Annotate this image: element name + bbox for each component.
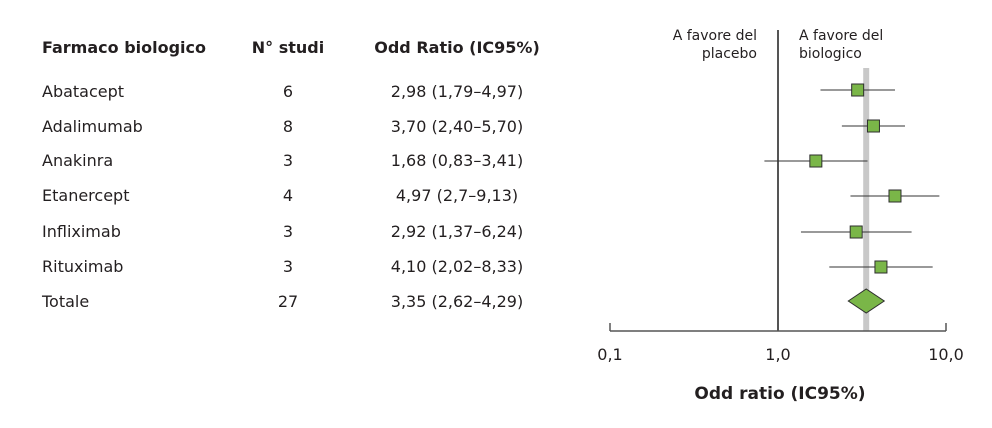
row-studies: 4 bbox=[282, 186, 294, 205]
row-drug: Totale bbox=[42, 292, 90, 311]
row-or: 1,68 (0,83–3,41) bbox=[390, 151, 524, 170]
row-studies: 6 bbox=[282, 82, 294, 101]
row-or: 4,10 (2,02–8,33) bbox=[390, 257, 524, 276]
x-tick-label: 1,0 bbox=[765, 345, 790, 364]
row-or: 3,35 (2,62–4,29) bbox=[390, 292, 524, 311]
row-studies: 3 bbox=[282, 257, 294, 276]
row-or: 3,70 (2,40–5,70) bbox=[390, 117, 524, 136]
x-tick-label: 0,1 bbox=[597, 345, 622, 364]
row-studies: 3 bbox=[282, 222, 294, 241]
study-marker bbox=[849, 225, 863, 239]
row-studies: 8 bbox=[282, 117, 294, 136]
row-drug: Adalimumab bbox=[42, 117, 143, 136]
header-or: Odd Ratio (IC95%) bbox=[374, 38, 540, 57]
row-or: 4,97 (2,7–9,13) bbox=[395, 186, 519, 205]
row-or: 2,92 (1,37–6,24) bbox=[390, 222, 524, 241]
row-drug: Etanercept bbox=[42, 186, 130, 205]
header-studies: N° studi bbox=[251, 38, 325, 57]
row-studies: 3 bbox=[282, 151, 294, 170]
row-studies: 27 bbox=[277, 292, 299, 311]
study-marker bbox=[866, 119, 880, 133]
x-tick-label: 10,0 bbox=[928, 345, 964, 364]
pooled-diamond bbox=[847, 288, 886, 314]
row-drug: Abatacept bbox=[42, 82, 125, 101]
favours-placebo-label: A favore del placebo bbox=[673, 28, 757, 62]
study-marker bbox=[888, 189, 902, 203]
row-drug: Anakinra bbox=[42, 151, 114, 170]
study-marker bbox=[874, 260, 888, 274]
row-drug: Infliximab bbox=[42, 222, 121, 241]
row-or: 2,98 (1,79–4,97) bbox=[390, 82, 524, 101]
row-drug: Rituximab bbox=[42, 257, 124, 276]
favours-biologic-label: A favore del biologico bbox=[799, 28, 883, 62]
results-table: Farmaco biologico N° studi Odd Ratio (IC… bbox=[42, 38, 540, 311]
study-marker bbox=[809, 154, 823, 168]
study-marker bbox=[851, 83, 865, 97]
header-drug: Farmaco biologico bbox=[42, 38, 207, 57]
pooled-estimate-band bbox=[863, 68, 870, 331]
x-axis-title: Odd ratio (IC95%) bbox=[694, 384, 865, 404]
